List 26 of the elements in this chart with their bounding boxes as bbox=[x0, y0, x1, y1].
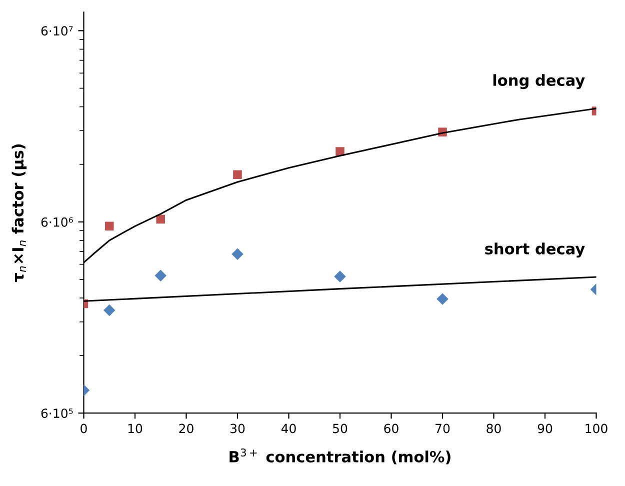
point bbox=[232, 248, 244, 260]
x-tick-label: 80 bbox=[486, 424, 501, 434]
x-tick-label: 10 bbox=[128, 424, 142, 434]
series-label: long decay bbox=[493, 74, 585, 90]
point bbox=[156, 214, 166, 224]
y-tick-label: 6·10⁷ bbox=[41, 26, 73, 36]
point bbox=[104, 222, 114, 231]
x-tick-label: 60 bbox=[384, 424, 398, 434]
y-axis-title: τ$_{n}$×I$_{n}$ factor (μs) bbox=[12, 144, 27, 282]
y-tick-label: 6·10⁵ bbox=[41, 408, 73, 418]
x-tick-label: 100 bbox=[586, 424, 608, 434]
x-tick-label: 40 bbox=[281, 424, 296, 434]
point bbox=[233, 170, 242, 180]
x-tick-label: 50 bbox=[333, 424, 348, 434]
y-tick-label: 6·10⁶ bbox=[41, 217, 73, 227]
point bbox=[334, 270, 346, 282]
point bbox=[154, 270, 167, 282]
x-tick-label: 70 bbox=[436, 424, 450, 434]
x-axis-title: B$^{3+}$ concentration (mol%) bbox=[230, 448, 450, 464]
x-tick-label: 90 bbox=[538, 424, 552, 434]
x-tick-label: 30 bbox=[230, 424, 245, 434]
x-tick-label: 20 bbox=[179, 424, 194, 434]
series-label: short decay bbox=[485, 242, 585, 258]
point bbox=[436, 293, 448, 305]
x-tick-label: 0 bbox=[80, 424, 87, 434]
point bbox=[103, 304, 116, 316]
